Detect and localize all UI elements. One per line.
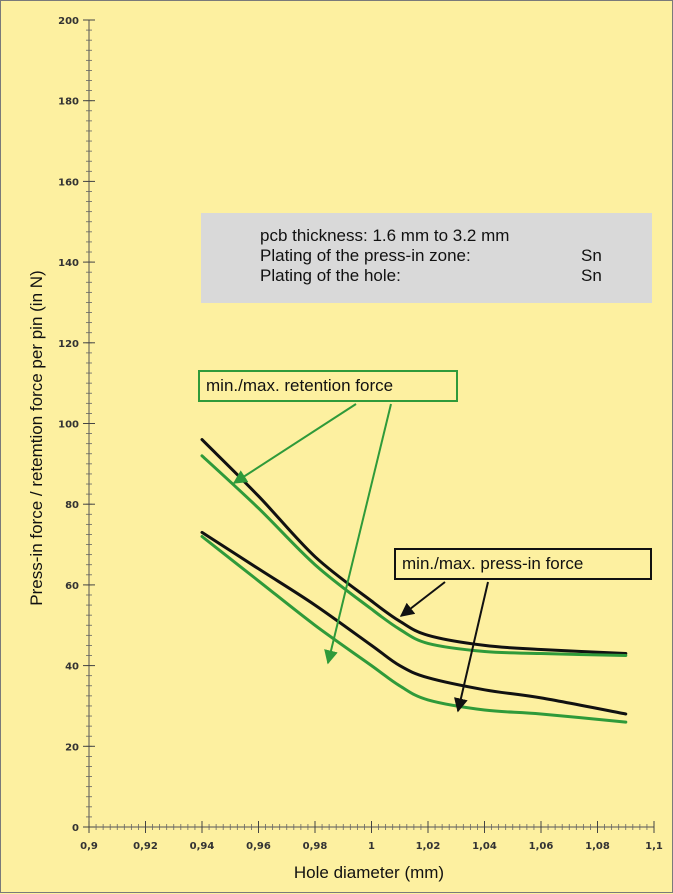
info-press-in-zone-value: Sn — [581, 246, 602, 265]
info-press-in-zone-label: Plating of the press-in zone: — [260, 246, 471, 265]
press-in-min-curve — [200, 530, 628, 716]
x-tick-label: 1,1 — [645, 841, 663, 852]
x-tick-label: 0,98 — [303, 841, 328, 852]
x-axis-title: Hole diameter (mm) — [294, 863, 444, 882]
x-tick-label: 1,02 — [416, 841, 441, 852]
info-hole-plating-value: Sn — [581, 266, 602, 285]
x-tick-label: 0,94 — [190, 841, 215, 852]
press-in-force-callout: min./max. press-in force — [394, 548, 652, 580]
y-tick-label: 0 — [72, 823, 79, 834]
y-tick-label: 180 — [58, 97, 79, 108]
x-tick-label: 0,96 — [246, 841, 271, 852]
y-tick-label: 160 — [58, 177, 79, 188]
x-tick-label: 1,06 — [529, 841, 554, 852]
retention-max-curve — [200, 454, 628, 657]
press-in-arrow-min — [454, 581, 489, 713]
press-in-arrow-max — [399, 581, 446, 617]
series-layer — [200, 438, 628, 724]
x-tick-label: 0,9 — [80, 841, 98, 852]
y-tick-label: 80 — [65, 500, 79, 511]
y-tick-label: 100 — [58, 420, 79, 431]
x-tick-label: 0,92 — [133, 841, 158, 852]
retention-min-curve — [200, 535, 628, 724]
y-tick-label: 40 — [65, 662, 79, 673]
y-tick-label: 200 — [58, 16, 79, 27]
y-tick-label: 20 — [65, 742, 79, 753]
press-in-max-curve — [200, 438, 628, 655]
info-box: pcb thickness: 1.6 mm to 3.2 mm Plating … — [201, 213, 652, 303]
y-tick-label: 60 — [65, 581, 79, 592]
retention-arrow-max — [232, 403, 357, 484]
x-tick-label: 1,04 — [472, 841, 497, 852]
y-tick-label: 140 — [58, 258, 79, 269]
x-tick-label: 1,08 — [585, 841, 610, 852]
annotation-arrows — [232, 403, 489, 713]
axes: 0 20 40 60 80 100 120 140 160 180 200 0,9 0,92 0,94 0,… — [58, 16, 663, 852]
retention-arrow-min — [324, 403, 392, 665]
info-hole-plating-label: Plating of the hole: — [260, 266, 401, 285]
y-axis-title: Press-in force / retemtion force per pin… — [27, 270, 46, 605]
info-pcb-thickness: pcb thickness: 1.6 mm to 3.2 mm — [260, 226, 510, 245]
x-tick-label: 1 — [368, 841, 375, 852]
y-tick-label: 120 — [58, 339, 79, 350]
retention-force-callout: min./max. retention force — [198, 370, 458, 402]
